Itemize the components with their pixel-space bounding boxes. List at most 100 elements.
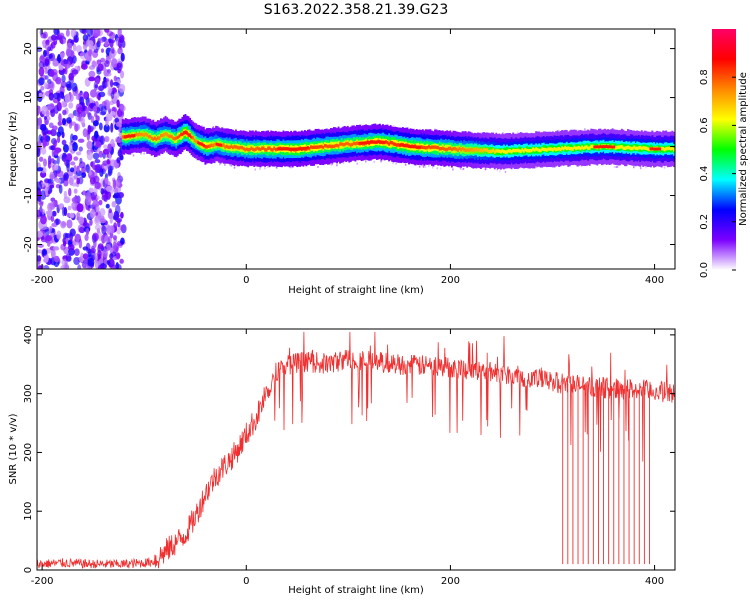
spectrogram-cell (502, 132, 504, 135)
spectrogram-cell (42, 249, 48, 256)
spectrogram-cell (85, 107, 89, 115)
spectrogram-ridge-cell (547, 147, 550, 151)
spectrogram-peak-cell (197, 141, 199, 145)
spectrogram-peak-cell (376, 140, 379, 144)
spectrogram-cell (82, 34, 89, 42)
spectrogram-cell (101, 234, 106, 244)
spectrogram-cell (100, 48, 104, 53)
spectrogram-cell (580, 164, 583, 167)
spectrogram-cell (424, 165, 427, 168)
spectrogram-cell (48, 53, 53, 59)
spectrogram-ridge-cell (545, 148, 548, 152)
spectrogram-ridge-cell (268, 146, 271, 150)
spectrogram-peak-cell (366, 141, 369, 145)
spectrogram-ridge-cell (138, 132, 141, 136)
spectrogram-cell (55, 178, 62, 184)
spectrogram-peak-cell (281, 147, 284, 151)
spectrogram-cell (264, 167, 266, 170)
spectrogram-ridge-cell (221, 143, 224, 147)
spectrogram-ridge-cell (230, 144, 233, 149)
spectrogram-ridge-cell (571, 147, 574, 151)
spectrogram-ridge-cell (244, 147, 247, 152)
spectrogram-xtick-label: -200 (31, 275, 54, 286)
spectrogram-cell (51, 210, 57, 217)
colorbar-ticks: 0.0 0.2 0.4 0.6 0.8 (699, 69, 736, 278)
spectrogram-peak-cell (278, 147, 281, 151)
spectrogram-peak-cell (370, 140, 373, 144)
spectrogram-ridge-cell (590, 144, 593, 149)
spectrogram-cell (584, 128, 586, 131)
spectrogram-cell (60, 264, 68, 269)
spectrogram-cell (37, 105, 41, 115)
spectrogram-cell (37, 123, 41, 130)
spectrogram-peak-cell (384, 141, 386, 144)
snr-ytick-label: 100 (23, 502, 34, 521)
spectrogram-peak-cell (415, 145, 418, 149)
spectrogram-ridge-cell (507, 149, 510, 153)
spectrogram-ridge-cell (239, 145, 242, 150)
spectrogram-peak-cell (305, 146, 307, 150)
spectrogram-ridge-cell (351, 142, 354, 147)
spectrogram-cell (78, 216, 85, 225)
spectrogram-ridge-cell (323, 143, 326, 148)
spectrogram-ridge-cell (251, 147, 254, 151)
spectrogram-cell (112, 241, 117, 249)
spectrogram-cell (83, 256, 88, 267)
spectrogram-cell (107, 165, 113, 174)
spectrogram-cell (63, 246, 70, 255)
spectrogram-cell (107, 258, 115, 268)
spectrogram-ridge-cell (423, 145, 426, 150)
spectrogram-cell (71, 69, 79, 75)
spectrogram-ridge-cell (158, 136, 161, 140)
spectrogram-cell (615, 166, 618, 169)
spectrogram-cell (73, 156, 79, 161)
spectrogram-cell (58, 64, 64, 71)
spectrogram-cell (663, 166, 666, 169)
spectrogram-ridge-cell (354, 141, 357, 146)
spectrogram-cell (224, 163, 226, 166)
spectrogram-ridge-cell (325, 144, 328, 148)
spectrogram-cell (63, 190, 68, 199)
spectrogram-peak-cell (599, 145, 601, 149)
colorbar-gradient (712, 29, 736, 270)
spectrogram-cell (116, 252, 121, 260)
spectrogram-ridge-cell (212, 143, 214, 148)
spectrogram-cell (558, 129, 560, 132)
spectrogram-cell (73, 256, 80, 266)
spectrogram-cell (38, 92, 42, 98)
spectrogram-cell (69, 212, 75, 219)
spectrogram-peak-cell (419, 145, 422, 149)
spectrogram-cell (79, 29, 87, 34)
spectrogram-peak-cell (600, 145, 602, 149)
spectrogram-cell (95, 211, 99, 217)
spectrogram-cell (100, 187, 105, 195)
spectrogram-cell (97, 264, 104, 269)
spectrogram-peak-cell (417, 145, 420, 149)
spectrogram-peak-cell (198, 141, 200, 145)
spectrogram-cell (60, 220, 67, 229)
spectrogram-cell (52, 143, 57, 151)
spectrogram-peak-cell (602, 145, 604, 149)
spectrogram-cell (57, 121, 63, 126)
spectrogram-peak-cell (595, 145, 597, 149)
spectrogram-ridge-cell (394, 142, 397, 147)
spectrogram-ridge-cell (473, 147, 476, 152)
spectrogram-cell (404, 163, 407, 166)
spectrogram-peak-cell (649, 147, 651, 151)
spectrogram-ridge-cell (469, 148, 472, 152)
spectrogram-ridge-cell (582, 146, 585, 151)
spectrogram-peak-cell (304, 146, 306, 150)
snr-ticks: -200 0 200 400 0 100 200 300 400 (23, 325, 675, 587)
spectrogram-peak-cell (185, 130, 187, 134)
spectrogram-cell (72, 142, 78, 152)
spectrogram-cell (72, 43, 77, 52)
spectrogram-cell (436, 167, 439, 170)
spectrogram-cell (80, 252, 84, 261)
spectrogram-cell (68, 143, 73, 153)
spectrogram-frame (36, 28, 676, 270)
spectrogram-cell (230, 164, 233, 167)
spectrogram-ridge-cell (486, 148, 489, 152)
spectrogram-peak-cell (653, 147, 655, 151)
spectrogram-ridge-cell (631, 146, 634, 151)
spectrogram-cell (98, 91, 106, 98)
